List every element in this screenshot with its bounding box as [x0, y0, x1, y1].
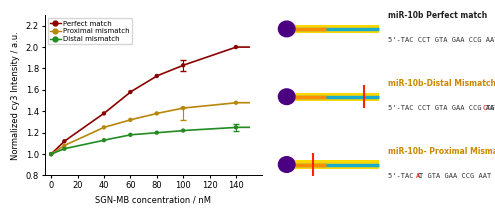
Text: TG TG-3': TG TG-3'	[486, 105, 495, 111]
Point	[100, 112, 108, 115]
Circle shape	[278, 157, 295, 172]
Point	[179, 64, 187, 67]
Bar	[287, 160, 379, 169]
Point	[60, 140, 68, 143]
Point	[47, 152, 55, 156]
Point	[153, 74, 161, 78]
Text: T GTA GAA CCG AAT TTG TG-3': T GTA GAA CCG AAT TTG TG-3'	[419, 173, 495, 179]
Point	[100, 138, 108, 142]
Point	[179, 129, 187, 132]
Point	[126, 133, 134, 137]
Text: 5'-TAC CCT GTA GAA CCG AAT TTG TG-3': 5'-TAC CCT GTA GAA CCG AAT TTG TG-3'	[388, 37, 495, 43]
Text: A: A	[416, 173, 420, 179]
Text: C: C	[482, 105, 486, 111]
Point	[179, 106, 187, 110]
Point	[47, 152, 55, 156]
Circle shape	[278, 21, 295, 37]
Legend: Perfect match, Proximal mismatch, Distal mismatch: Perfect match, Proximal mismatch, Distal…	[48, 18, 132, 44]
Bar	[287, 25, 379, 33]
Text: 5'-TAC CCT GTA GAA CCG AAT: 5'-TAC CCT GTA GAA CCG AAT	[388, 105, 495, 111]
Point	[47, 152, 55, 156]
Point	[232, 45, 240, 49]
Point	[153, 112, 161, 115]
Text: miR-10b Perfect match: miR-10b Perfect match	[388, 11, 487, 20]
Text: 5'-TAC C: 5'-TAC C	[388, 173, 422, 179]
Point	[60, 144, 68, 147]
Point	[100, 126, 108, 129]
Text: miR-10b- Proximal Mismatch: miR-10b- Proximal Mismatch	[388, 147, 495, 156]
Text: miR-10b-Distal Mismatch: miR-10b-Distal Mismatch	[388, 79, 495, 88]
Point	[232, 126, 240, 129]
Point	[153, 131, 161, 134]
Y-axis label: Normalized cy3 Intensity / a.u.: Normalized cy3 Intensity / a.u.	[11, 31, 20, 160]
Point	[232, 101, 240, 104]
Point	[126, 118, 134, 122]
Point	[60, 147, 68, 150]
Bar	[287, 93, 379, 101]
X-axis label: SGN-MB concentration / nM: SGN-MB concentration / nM	[96, 196, 211, 205]
Point	[126, 90, 134, 94]
Circle shape	[278, 89, 295, 104]
